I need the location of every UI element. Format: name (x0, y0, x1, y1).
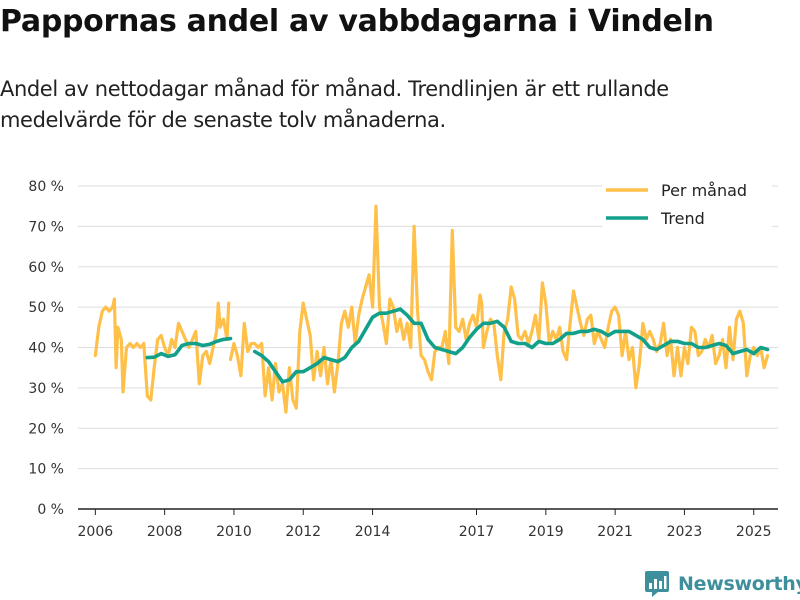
brand-logo: Newsworthy (644, 570, 800, 598)
y-tick-label: 60 % (28, 260, 64, 276)
y-tick-label: 0 % (37, 502, 64, 518)
x-tick-label: 2019 (528, 524, 564, 540)
x-tick-label: 2006 (78, 524, 114, 540)
chart-title: Pappornas andel av vabbdagarna i Vindeln (0, 4, 714, 39)
x-tick-label: 2010 (216, 524, 252, 540)
x-tick-label: 2012 (285, 524, 321, 540)
y-tick-label: 10 % (28, 462, 64, 478)
bar-chart-logo-icon (645, 571, 669, 597)
x-tick-label: 2025 (736, 524, 772, 540)
series-line-trend-segment-1 (145, 336, 233, 360)
series-line-trend-segment-2 (252, 307, 770, 384)
series-line-per-manad-segment-1 (93, 297, 231, 402)
y-tick-label: 40 % (28, 341, 64, 357)
y-tick-label: 70 % (28, 219, 64, 235)
x-tick-label: 2008 (147, 524, 183, 540)
legend-label-per-manad: Per månad (661, 181, 747, 200)
y-tick-label: 80 % (28, 179, 64, 195)
y-tick-label: 30 % (28, 381, 64, 397)
y-tick-label: 20 % (28, 421, 64, 437)
chart-subtitle: Andel av nettodagar månad för månad. Tre… (0, 77, 669, 132)
brand-name: Newsworthy (678, 573, 800, 595)
x-tick-label: 2021 (597, 524, 633, 540)
y-tick-label: 50 % (28, 300, 64, 316)
x-tick-label: 2014 (355, 524, 391, 540)
x-tick-label: 2023 (667, 524, 703, 540)
x-tick-label: 2017 (459, 524, 495, 540)
legend-label-trend: Trend (660, 209, 705, 228)
chart-legend: Per månad Trend (602, 176, 772, 228)
series-line-per-manad-segment-2 (228, 204, 770, 414)
